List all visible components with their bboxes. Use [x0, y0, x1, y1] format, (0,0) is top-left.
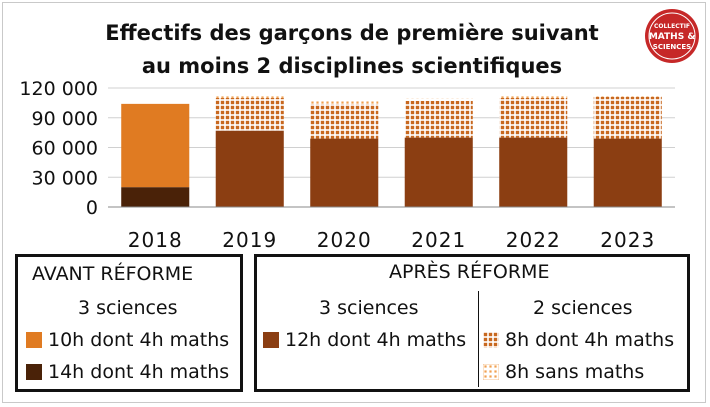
- bar-apres-8h-sans-2021: [404, 98, 473, 101]
- legend-label-avant-10h: 10h dont 4h maths: [48, 329, 230, 351]
- y-tick-label: 120 000: [19, 78, 98, 100]
- svg-text:MATHS &: MATHS &: [649, 32, 696, 42]
- x-tick-label: 2023: [600, 228, 655, 252]
- bar-apres-12h-2021: [404, 137, 473, 207]
- x-tick-label: 2022: [506, 228, 561, 252]
- bar-avant-14h-2018: [121, 187, 190, 207]
- x-tick-label: 2018: [128, 228, 183, 252]
- legend-apres-sub-right: 2 sciences: [533, 297, 633, 319]
- legend-avant-subtitle: 3 sciences: [78, 297, 178, 319]
- legend-apres-title: APRÈS RÉFORME: [389, 261, 550, 283]
- bar-apres-8h-dont-2020: [310, 103, 379, 139]
- bar-apres-8h-sans-2022: [499, 95, 568, 98]
- bar-apres-12h-2022: [499, 137, 568, 207]
- legend-avant-box: AVANT RÉFORME 3 sciences 10h dont 4h mat…: [15, 254, 243, 392]
- bar-apres-8h-dont-2021: [404, 100, 473, 138]
- y-tick-label: 60 000: [32, 138, 98, 160]
- bars: [121, 95, 662, 207]
- legend-label-apres-8h-sans: 8h sans maths: [505, 361, 645, 383]
- x-tick-label: 2019: [222, 228, 277, 252]
- legend-apres-divider: [478, 291, 479, 387]
- bar-apres-8h-dont-2019: [215, 97, 284, 131]
- swatch-apres-12h: [263, 332, 279, 348]
- bar-apres-8h-sans-2019: [215, 95, 284, 98]
- legend-label-apres-12h: 12h dont 4h maths: [285, 329, 467, 351]
- bar-apres-12h-2020: [310, 138, 379, 207]
- collectif-logo: COLLECTIF MATHS & SCIENCES: [644, 8, 700, 64]
- bar-apres-12h-2019: [215, 130, 284, 207]
- legend-item-apres-8h-dont: 8h dont 4h maths: [483, 329, 674, 351]
- chart: Effectifs des garçons de première suivan…: [19, 21, 675, 252]
- svg-text:SCIENCES: SCIENCES: [653, 43, 691, 51]
- x-tick-label: 2020: [317, 228, 372, 252]
- legend-label-apres-8h-dont: 8h dont 4h maths: [505, 329, 675, 351]
- bar-apres-12h-2023: [593, 138, 662, 207]
- bar-apres-8h-sans-2023: [593, 95, 662, 97]
- x-tick-label: 2021: [411, 228, 466, 252]
- y-tick-label: 30 000: [32, 167, 98, 189]
- swatch-apres-8h-sans: [483, 364, 499, 380]
- bar-apres-8h-sans-2020: [310, 101, 379, 104]
- legend-apres-sub-left: 3 sciences: [319, 297, 419, 319]
- legend-label-avant-14h: 14h dont 4h maths: [48, 361, 230, 383]
- y-tick-label: 0: [86, 197, 98, 219]
- bar-apres-8h-dont-2022: [499, 97, 568, 138]
- y-tick-label: 90 000: [32, 108, 98, 130]
- figure-frame: [2, 2, 706, 403]
- gridlines: [108, 87, 675, 208]
- svg-text:COLLECTIF: COLLECTIF: [654, 23, 690, 30]
- axes: 0 30 000 60 000 90 000 120 000 2018 2019 2020 20…: [19, 78, 675, 252]
- swatch-apres-8h-dont: [483, 332, 499, 348]
- legend-item-apres-8h-sans: 8h sans maths: [483, 361, 644, 383]
- bar-apres-8h-dont-2023: [593, 96, 662, 139]
- legend-apres-box: APRÈS RÉFORME 3 sciences 2 sciences 12h …: [254, 254, 690, 392]
- legend-item-apres-12h: 12h dont 4h maths: [263, 329, 466, 351]
- legend-item-avant-14h: 14h dont 4h maths: [26, 361, 229, 383]
- chart-title-line2: au moins 2 disciplines scientifiques: [142, 54, 562, 78]
- swatch-avant-14h: [26, 364, 42, 380]
- swatch-avant-10h: [26, 332, 42, 348]
- legend-item-avant-10h: 10h dont 4h maths: [26, 329, 229, 351]
- bar-avant-10h-2018: [121, 103, 190, 188]
- legend-avant-title: AVANT RÉFORME: [32, 263, 194, 285]
- chart-title-line1: Effectifs des garçons de première suivan…: [105, 21, 598, 45]
